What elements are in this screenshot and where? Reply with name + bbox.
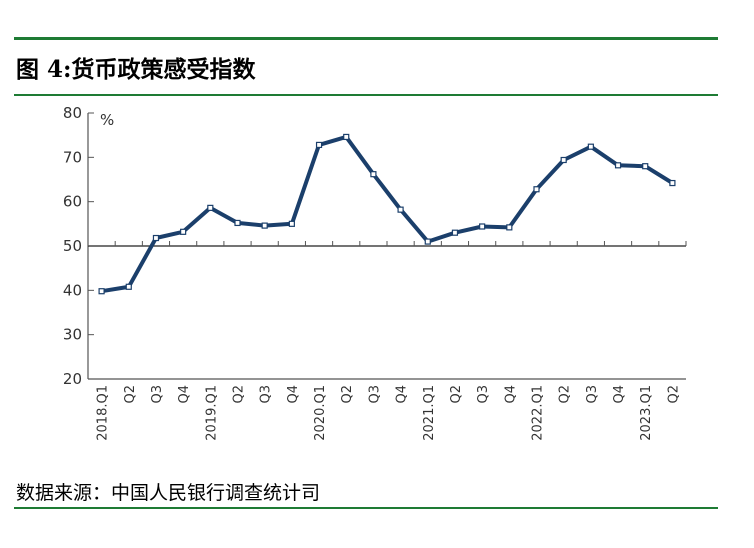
data-point [424,238,431,245]
x-tick-label: 2018.Q1 [96,385,111,441]
x-tick-label: Q3 [585,385,600,404]
x-tick-label: Q3 [476,385,491,404]
data-point [98,288,105,295]
data-point [180,228,187,235]
data-point [315,141,323,149]
data-point [288,220,295,227]
x-tick-label: Q4 [177,385,192,404]
x-tick-label: Q2 [232,385,247,404]
data-point [397,206,404,213]
x-tick-label: Q3 [150,385,165,404]
y-tick-label: 40 [63,281,82,299]
x-tick-label: 2020.Q1 [313,385,328,441]
x-tick-label: Q2 [340,385,355,404]
figure-title: 图 4:货币政策感受指数 [16,56,256,83]
source-note: 数据来源：中国人民银行调查统计司 [16,482,321,504]
bottom-rule [14,507,718,509]
y-tick-label: 80 [63,104,82,122]
x-tick-label: 2019.Q1 [204,385,219,441]
data-point [560,156,567,164]
data-point [261,222,268,229]
y-tick-label: 70 [63,148,82,166]
data-point [370,171,377,178]
data-point [669,179,676,187]
data-point [614,162,622,169]
x-tick-label: Q2 [123,385,138,404]
data-point [533,186,540,193]
x-tick-label: 2023.Q1 [639,385,654,441]
x-tick-label: Q4 [395,385,410,404]
data-point [451,229,459,236]
data-point [234,219,241,227]
y-tick-label: 50 [63,237,82,255]
data-point [506,224,513,231]
data-point [207,204,214,211]
data-point [152,234,160,242]
x-tick-label: Q3 [367,385,382,404]
x-tick-label: Q3 [259,385,274,404]
data-point [125,283,132,290]
x-tick-label: 2022.Q1 [531,385,546,441]
y-tick-label: 30 [63,326,82,344]
data-point [343,133,350,141]
x-tick-label: Q4 [612,385,627,404]
data-point [642,163,649,170]
x-tick-label: Q4 [286,385,301,404]
x-tick-label: Q2 [666,385,681,404]
x-tick-label: Q2 [558,385,573,404]
y-unit-label: % [100,111,114,129]
x-tick-label: 2021.Q1 [422,385,437,441]
data-point [479,223,486,230]
x-tick-label: Q4 [503,385,518,404]
top-rule [14,37,718,40]
y-tick-label: 60 [63,193,82,211]
x-tick-label: Q2 [449,385,464,404]
title-rule [14,94,718,96]
series-line [99,134,675,294]
y-tick-label: 20 [63,370,82,388]
data-point [587,143,594,150]
